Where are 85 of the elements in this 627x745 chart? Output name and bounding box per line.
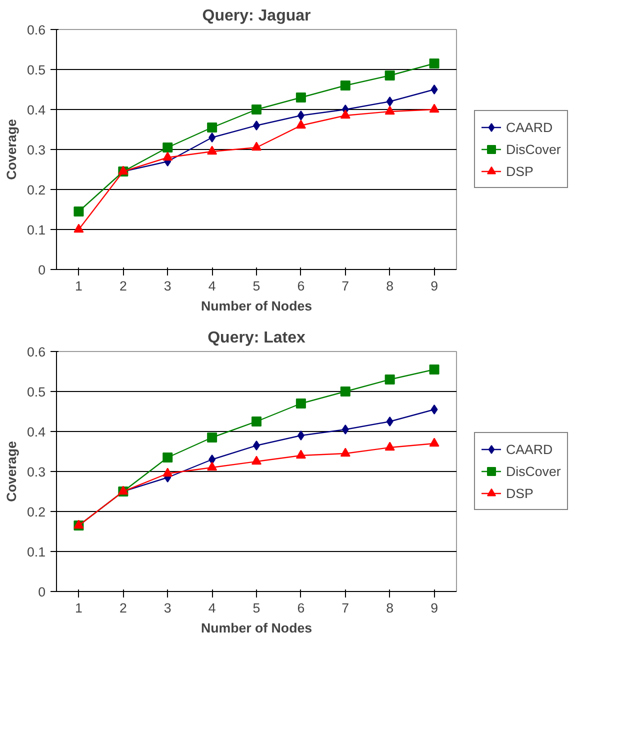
x-tick-label: 4: [208, 278, 216, 294]
point: [296, 398, 306, 408]
point: [429, 104, 440, 113]
x-tick-label: 1: [75, 600, 82, 616]
y-tick-label: 0.6: [26, 22, 46, 38]
point: [162, 142, 173, 152]
point: [162, 468, 173, 477]
x-tick-label: 6: [297, 278, 305, 294]
legend-label: DisCover: [506, 464, 561, 478]
x-tick-label: 6: [297, 600, 305, 616]
legend-label: CAARD: [506, 442, 553, 456]
x-tick-label: 8: [386, 600, 394, 616]
point: [207, 462, 218, 471]
x-tick-label: 3: [164, 600, 172, 616]
point: [207, 146, 218, 155]
point: [342, 424, 349, 434]
x-tick-label: 8: [386, 278, 394, 294]
legend-label: DisCover: [506, 142, 561, 156]
legend-label: DSP: [506, 486, 534, 500]
point: [430, 84, 438, 94]
x-tick-label: 7: [342, 600, 350, 616]
y-tick-label: 0.5: [26, 384, 46, 400]
y-tick-label: 0.6: [26, 344, 46, 360]
y-axis-title: Coverage: [4, 441, 19, 502]
point: [297, 110, 304, 120]
x-tick-label: 2: [119, 600, 127, 616]
point: [340, 448, 350, 457]
point: [252, 104, 262, 114]
point: [386, 416, 394, 426]
point: [429, 58, 440, 68]
point: [208, 132, 216, 142]
point: [429, 438, 440, 447]
x-tick-label: 7: [342, 278, 350, 294]
y-tick-label: 0.5: [26, 62, 46, 78]
y-tick-label: 0.2: [26, 504, 46, 520]
point: [252, 142, 262, 151]
x-tick-label: 5: [252, 600, 260, 616]
legend-label: CAARD: [506, 120, 553, 134]
point: [74, 224, 84, 233]
point: [296, 92, 306, 102]
chart-title: Query: Latex: [208, 330, 306, 346]
point: [386, 96, 394, 106]
point: [340, 80, 350, 90]
x-tick-label: 1: [75, 278, 82, 294]
x-tick-label: 5: [252, 278, 260, 294]
y-tick-label: 0.1: [26, 222, 46, 238]
point: [207, 432, 218, 442]
y-tick-label: 0.3: [26, 464, 46, 480]
chart-title: Query: Jaguar: [202, 8, 311, 24]
x-axis-title: Number of Nodes: [200, 298, 312, 314]
point: [297, 430, 304, 440]
x-tick-label: 3: [164, 278, 172, 294]
y-axis-title: Coverage: [4, 119, 19, 180]
point: [384, 106, 395, 115]
point: [429, 364, 440, 374]
point: [384, 70, 395, 80]
point: [162, 452, 173, 462]
y-tick-label: 0: [38, 584, 46, 600]
point: [252, 416, 262, 426]
y-tick-label: 0.2: [26, 182, 46, 198]
y-tick-label: 0.4: [26, 102, 46, 118]
x-tick-label: 4: [208, 600, 216, 616]
y-tick-label: 0: [38, 262, 46, 278]
x-tick-label: 2: [119, 278, 127, 294]
point: [340, 386, 350, 396]
point: [384, 374, 395, 384]
point: [340, 110, 350, 119]
y-tick-label: 0.3: [26, 142, 46, 158]
point: [74, 206, 84, 216]
point: [252, 456, 262, 465]
x-tick-label: 9: [430, 600, 438, 616]
x-axis-title: Number of Nodes: [200, 620, 312, 636]
point: [253, 440, 260, 450]
legend-label: DSP: [506, 164, 534, 178]
point: [384, 442, 395, 451]
point: [296, 450, 306, 459]
point: [207, 122, 218, 132]
point: [430, 404, 438, 414]
point: [162, 152, 173, 161]
point: [296, 120, 306, 129]
point: [208, 454, 216, 464]
point: [253, 120, 260, 130]
x-tick-label: 9: [430, 278, 438, 294]
y-tick-label: 0.1: [26, 544, 46, 560]
y-tick-label: 0.4: [26, 424, 46, 440]
